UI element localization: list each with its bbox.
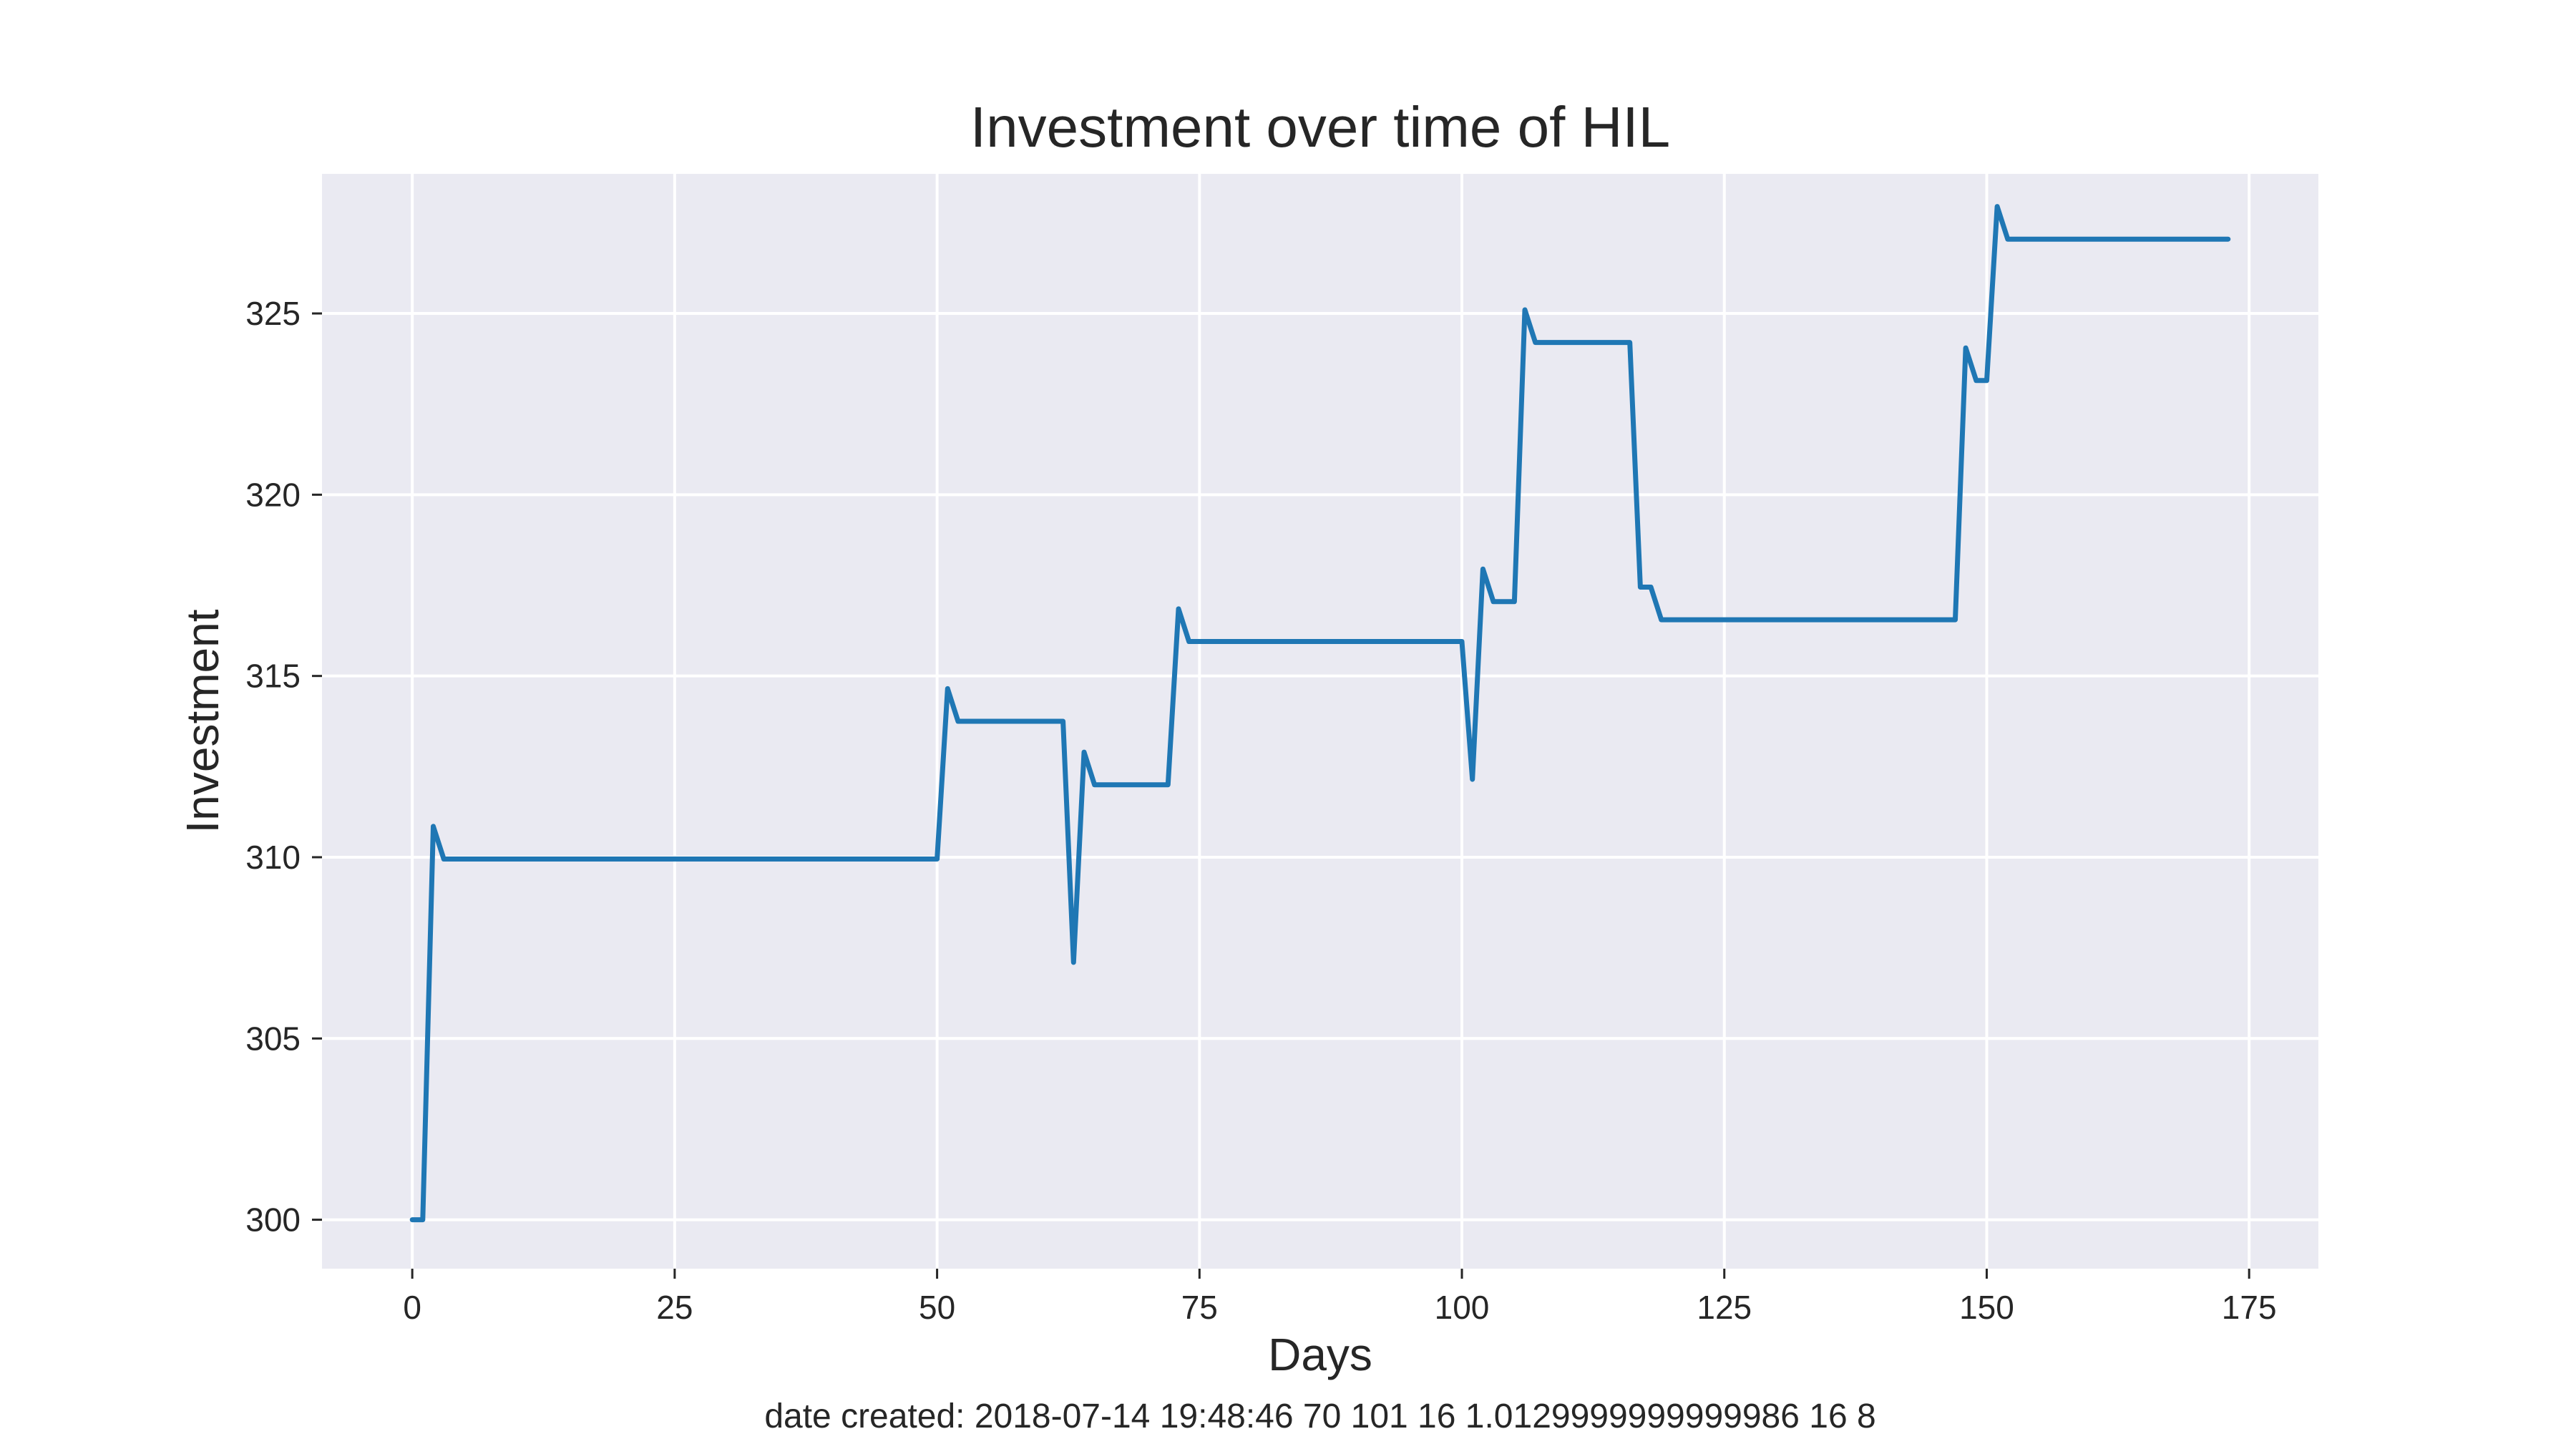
- x-tick-label: 50: [919, 1289, 955, 1326]
- y-tick-label: 320: [245, 476, 301, 513]
- y-axis-label: Investment: [177, 609, 228, 833]
- y-axis-ticks: 300 305 310 315 320 325: [245, 295, 322, 1239]
- x-tick-label: 75: [1181, 1289, 1218, 1326]
- series-line-1: [409, 204, 2231, 1223]
- plot-area: [322, 174, 2318, 1269]
- x-tick-label: 175: [2222, 1289, 2277, 1326]
- date-created-footer: date created: 2018-07-14 19:48:46 70 101…: [764, 1397, 1875, 1435]
- y-tick-label: 315: [245, 658, 301, 695]
- x-axis-ticks: 0 25 50 75 100 125 150 175: [403, 1269, 2277, 1326]
- x-tick-label: 100: [1435, 1289, 1490, 1326]
- chart-title: Investment over time of HIL: [970, 95, 1670, 159]
- series-layer: [409, 204, 2231, 1223]
- y-tick-label: 300: [245, 1201, 301, 1239]
- y-tick-label: 325: [245, 295, 301, 332]
- x-axis-label: Days: [1268, 1329, 1372, 1380]
- y-tick-label: 305: [245, 1020, 301, 1057]
- x-tick-label: 150: [1959, 1289, 2014, 1326]
- x-tick-label: 25: [656, 1289, 693, 1326]
- x-tick-label: 125: [1697, 1289, 1752, 1326]
- y-tick-label: 310: [245, 839, 301, 876]
- x-tick-label: 0: [403, 1289, 421, 1326]
